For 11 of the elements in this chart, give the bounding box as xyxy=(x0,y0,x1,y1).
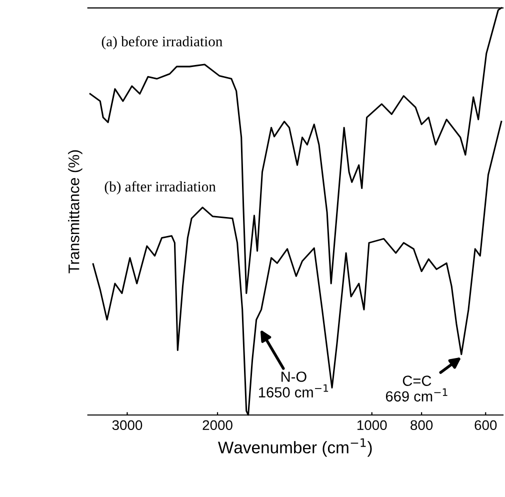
series-label: (b) after irradiation xyxy=(104,181,216,195)
x-tick-label: 2000 xyxy=(202,420,232,430)
x-axis-title: Wavenumber (cm$^{−1}$) xyxy=(218,438,372,457)
annotation: N-O 1650 cm$^{−1}$ xyxy=(259,372,328,398)
y-axis-title: Transmittance (%) xyxy=(68,150,82,274)
x-tick-label: 3000 xyxy=(112,420,142,430)
series-label: (a) before irradiation xyxy=(102,36,222,50)
annotation: C=C 669 cm$^{−1}$ xyxy=(386,376,448,402)
x-tick-label: 600 xyxy=(474,420,497,430)
x-tick-label: 800 xyxy=(410,420,433,430)
x-tick-label: 1000 xyxy=(357,420,387,430)
